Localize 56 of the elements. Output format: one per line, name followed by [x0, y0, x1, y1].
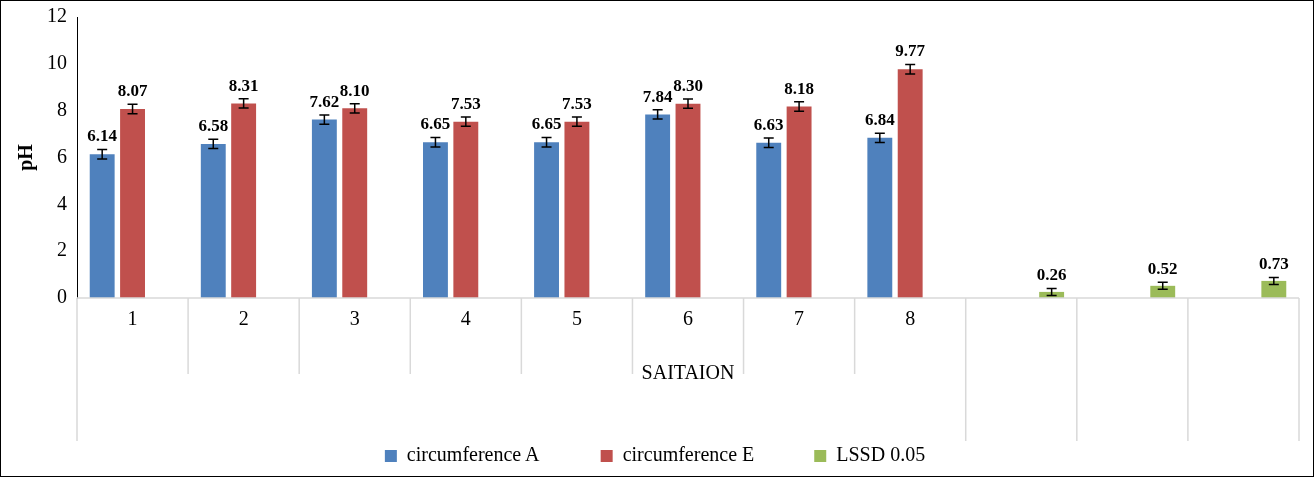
- data-label: 6.14: [87, 126, 118, 146]
- data-label: 6.58: [198, 116, 229, 136]
- data-label: 6.65: [531, 114, 562, 134]
- data-label: 6.84: [864, 110, 896, 130]
- data-label: 8.10: [339, 80, 370, 100]
- bar: [89, 154, 115, 298]
- bar: [231, 103, 257, 298]
- data-label: 7.84: [642, 86, 674, 106]
- data-label: 8.07: [117, 81, 148, 101]
- legend-label: circumference A: [406, 443, 541, 466]
- y-tick-label: 10: [47, 51, 67, 74]
- legend-label: LSSD 0.05: [836, 443, 926, 466]
- y-tick-label: 6: [57, 144, 67, 167]
- bar: [897, 69, 923, 298]
- y-tick-label: 2: [57, 238, 67, 261]
- bar: [645, 114, 671, 298]
- data-label: 8.30: [673, 75, 703, 95]
- y-tick-label: 12: [47, 4, 67, 27]
- data-label: 0.26: [1036, 265, 1067, 285]
- bar: [867, 137, 893, 298]
- bar: [534, 142, 559, 298]
- data-label: 6.63: [753, 114, 784, 134]
- data-label: 8.31: [228, 75, 259, 95]
- y-axis-title: pH: [14, 143, 38, 171]
- y-tick-label: 4: [57, 191, 67, 214]
- x-tick-label: 7: [794, 307, 805, 330]
- y-tick-label: 0: [57, 285, 67, 308]
- x-tick-label: 4: [460, 307, 471, 330]
- x-tick-label: 6: [683, 307, 693, 330]
- bar: [756, 142, 782, 298]
- bar: [120, 109, 145, 298]
- data-label: 7.53: [450, 93, 481, 113]
- data-label: 9.77: [895, 41, 926, 61]
- x-tick-label: 8: [905, 307, 916, 330]
- y-tick-label: 8: [57, 97, 67, 120]
- bar: [675, 103, 701, 298]
- x-tick-label: 5: [571, 307, 582, 330]
- data-label: 0.73: [1258, 254, 1289, 274]
- x-tick-label: 1: [127, 307, 138, 330]
- bar: [423, 142, 448, 298]
- data-label: 6.65: [420, 114, 451, 134]
- bar: [1261, 280, 1287, 298]
- legend-label: circumference E: [622, 443, 755, 466]
- data-label: 7.53: [562, 93, 592, 113]
- bar: [342, 108, 368, 298]
- data-label: 0.52: [1147, 259, 1178, 279]
- x-axis-title: SAITAION: [641, 361, 735, 384]
- bar: [564, 121, 590, 298]
- bar: [786, 106, 812, 298]
- data-label: 7.62: [309, 91, 340, 111]
- data-label: 8.18: [784, 78, 814, 98]
- x-tick-label: 2: [238, 307, 249, 330]
- x-tick-label: 3: [349, 307, 360, 330]
- bar: [200, 143, 226, 298]
- bar: [311, 119, 337, 298]
- bar: [453, 121, 479, 298]
